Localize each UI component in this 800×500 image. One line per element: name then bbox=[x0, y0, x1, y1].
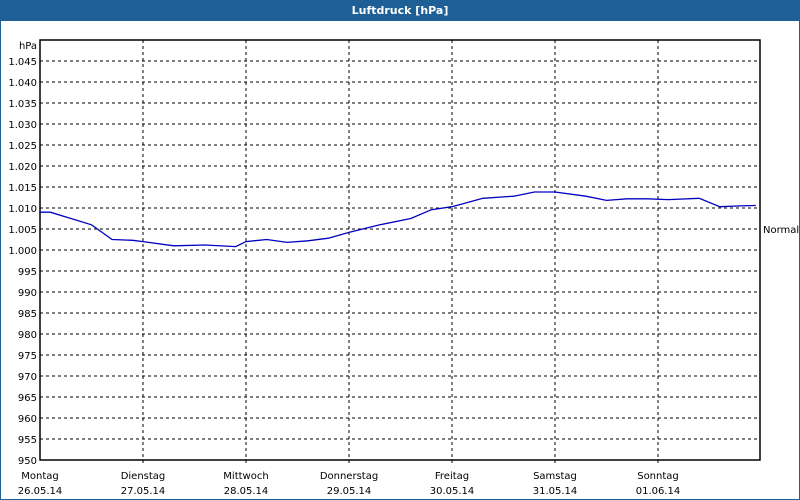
pressure-line bbox=[40, 191, 756, 248]
y-tick-label: 1.005 bbox=[8, 225, 37, 236]
y-tick-label: 1.015 bbox=[8, 183, 37, 194]
x-tick-date: 27.05.14 bbox=[121, 486, 166, 497]
y-tick-label: 985 bbox=[18, 309, 37, 320]
y-tick-label: 1.010 bbox=[8, 204, 37, 215]
y-tick-label: 1.040 bbox=[8, 78, 37, 89]
y-tick-label: 1.020 bbox=[8, 162, 37, 173]
y-tick-label: 950 bbox=[18, 456, 37, 467]
window-title: Luftdruck [hPa] bbox=[1, 1, 799, 21]
x-tick-day: Montag bbox=[21, 471, 58, 482]
y-tick-label: 970 bbox=[18, 372, 37, 383]
y-tick-label: 1.030 bbox=[8, 120, 37, 131]
x-tick-date: 30.05.14 bbox=[430, 486, 475, 497]
y-tick-label: 960 bbox=[18, 414, 37, 425]
plot-area bbox=[39, 39, 761, 461]
x-tick-day: Sonntag bbox=[637, 471, 679, 482]
x-tick-day: Freitag bbox=[435, 471, 469, 482]
y-tick-label: 1.045 bbox=[8, 57, 37, 68]
x-tick-day: Dienstag bbox=[121, 471, 166, 482]
x-tick-day: Mittwoch bbox=[223, 471, 268, 482]
x-tick-day: Donnerstag bbox=[320, 471, 378, 482]
y-tick-label: 955 bbox=[18, 435, 37, 446]
x-tick-day: Samstag bbox=[533, 471, 577, 482]
x-tick-date: 28.05.14 bbox=[224, 486, 269, 497]
y-tick-label: 980 bbox=[18, 330, 37, 341]
y-tick-label: 995 bbox=[18, 267, 37, 278]
x-tick-date: 26.05.14 bbox=[18, 486, 63, 497]
y-tick-label: 1.025 bbox=[8, 141, 37, 152]
y-tick-label: 990 bbox=[18, 288, 37, 299]
normal-reference-label: Normal bbox=[763, 225, 799, 236]
y-tick-label: 1.035 bbox=[8, 99, 37, 110]
y-tick-label: 975 bbox=[18, 351, 37, 362]
x-tick-date: 01.06.14 bbox=[636, 486, 681, 497]
x-tick-date: 31.05.14 bbox=[533, 486, 578, 497]
y-tick-label: 965 bbox=[18, 393, 37, 404]
y-axis-unit: hPa bbox=[19, 41, 37, 52]
x-tick-date: 29.05.14 bbox=[327, 486, 372, 497]
y-tick-label: 1.000 bbox=[8, 246, 37, 257]
